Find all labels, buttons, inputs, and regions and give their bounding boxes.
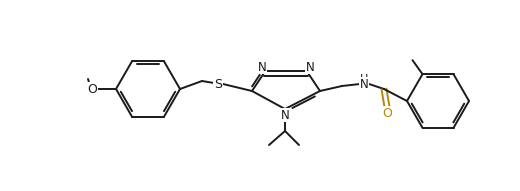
Text: S: S xyxy=(214,78,222,91)
Text: O: O xyxy=(87,83,97,96)
Text: N: N xyxy=(281,108,289,121)
Text: N: N xyxy=(257,61,266,74)
Text: O: O xyxy=(382,107,392,120)
Text: N: N xyxy=(360,78,368,91)
Text: N: N xyxy=(306,61,315,74)
Text: H: H xyxy=(360,74,368,84)
